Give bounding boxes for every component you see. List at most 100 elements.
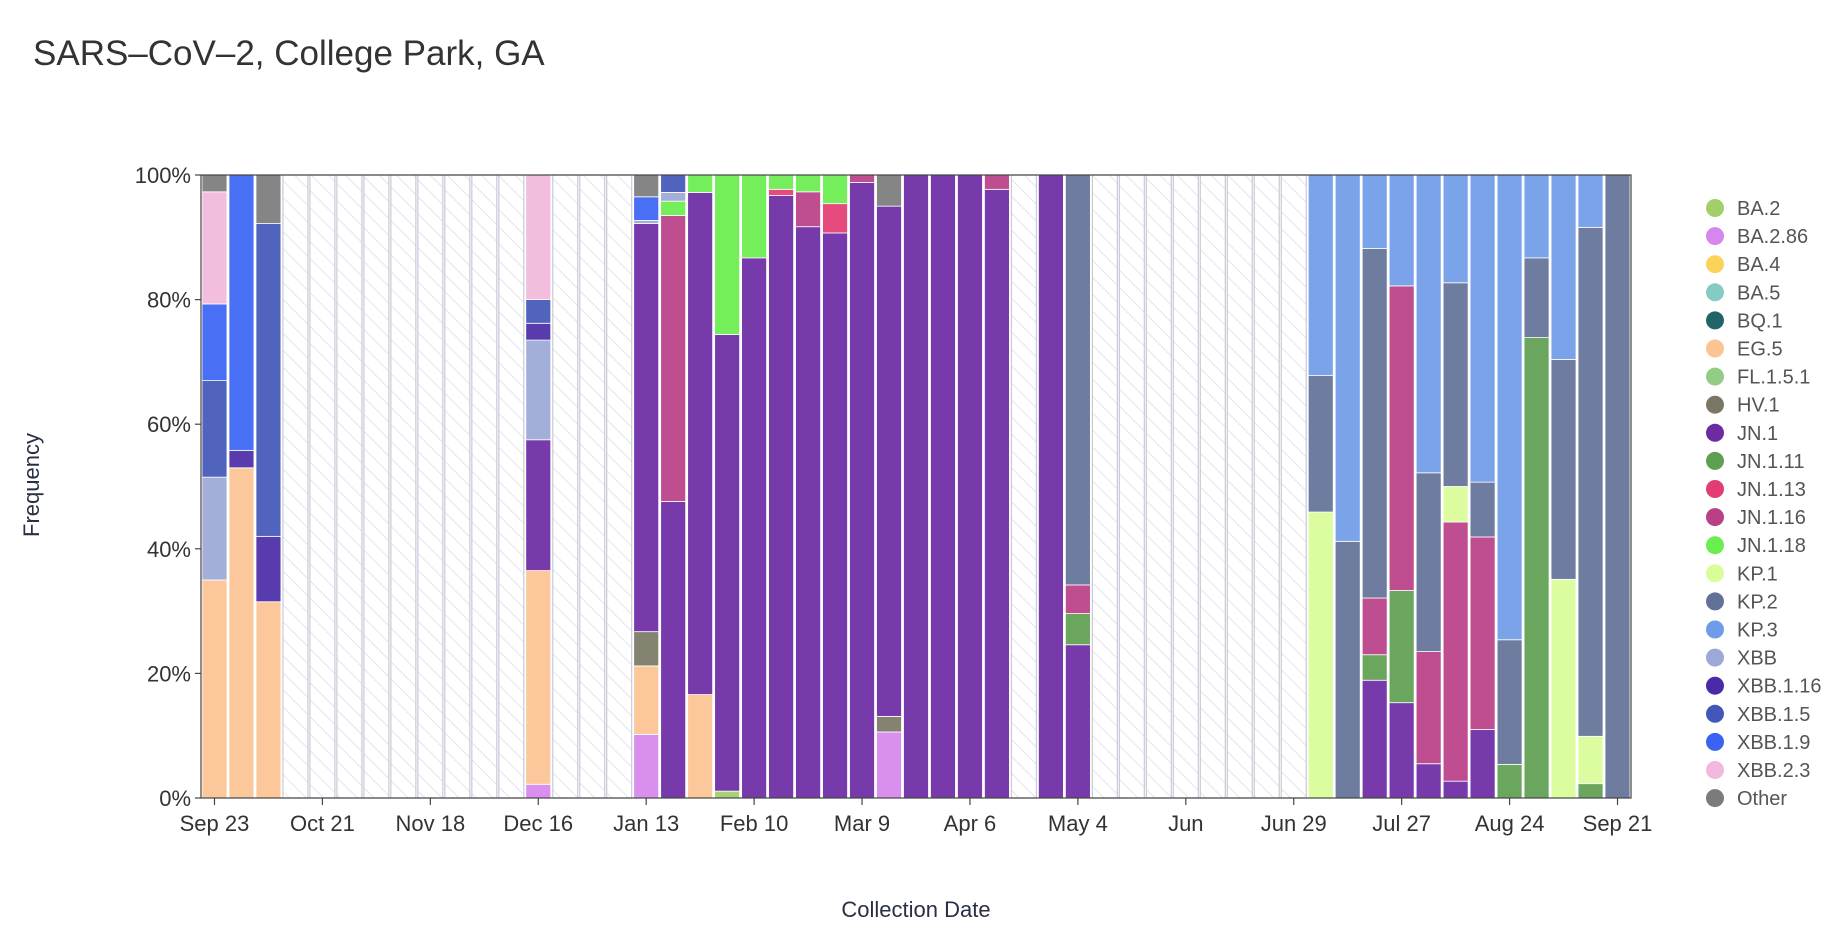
- bar-segment-xbb-1-5: [660, 174, 687, 193]
- bar-segment-kp-1: [1577, 735, 1604, 785]
- bar-segment-kp-3: [1388, 174, 1415, 287]
- x-tick-label: Dec 16: [503, 811, 573, 836]
- legend-item: XBB.1.16: [1706, 676, 1822, 698]
- legend-label: JN.1.11: [1737, 451, 1804, 473]
- chart-title: SARS–CoV–2, College Park, GA: [33, 34, 545, 73]
- empty-week-column: [552, 174, 579, 799]
- bar-week-2: [255, 174, 282, 799]
- bar-week-32: [1064, 174, 1091, 799]
- x-tick-label: May 4: [1048, 811, 1108, 836]
- legend-item: JN.1: [1706, 423, 1778, 445]
- bar-segment-jn-1: [1469, 729, 1496, 799]
- legend-label: XBB.1.16: [1737, 676, 1822, 698]
- bar-segment-jn-1-13: [822, 203, 848, 234]
- y-tick-label: 100%: [135, 163, 191, 188]
- bar-segment-xbb-1-16: [525, 322, 552, 341]
- x-tick-label: Apr 6: [944, 811, 997, 836]
- bar-segment-jn-1-13: [768, 188, 794, 196]
- bar-week-23: [822, 174, 848, 799]
- legend-item: EG.5: [1706, 339, 1783, 361]
- bar-segment-jn-1: [903, 174, 929, 799]
- legend-swatch: [1706, 311, 1724, 330]
- bar-segment-xbb-2-3: [201, 191, 228, 305]
- bar-week-43: [1361, 174, 1388, 799]
- x-tick-label: Nov 18: [395, 811, 465, 836]
- y-tick-label: 40%: [147, 537, 191, 562]
- legend-swatch: [1706, 508, 1724, 527]
- empty-week-column: [1280, 174, 1307, 799]
- legend-label: JN.1.16: [1737, 507, 1806, 529]
- bar-segment-xbb-1-5: [201, 380, 228, 478]
- bar-segment-jn-1: [876, 205, 902, 717]
- bar-week-50: [1550, 174, 1577, 799]
- bar-segment-jn-1-16: [1388, 285, 1415, 591]
- bar-segment-eg-5: [525, 570, 552, 785]
- legend-label: BA.5: [1737, 282, 1780, 304]
- bar-segment-jn-1: [795, 226, 821, 799]
- bar-week-52: [1604, 174, 1631, 799]
- legend-swatch: [1706, 339, 1724, 358]
- bar-segment-kp-3: [1415, 174, 1442, 474]
- bar-segment-ba-2-86: [525, 783, 552, 799]
- legend-swatch: [1706, 283, 1724, 302]
- bar-week-49: [1523, 174, 1550, 799]
- legend-label: JN.1.13: [1737, 479, 1806, 501]
- legend-label: BA.2.86: [1737, 226, 1808, 248]
- bar-week-31: [1038, 174, 1064, 799]
- bar-segment-jn-1: [1415, 763, 1442, 799]
- bar-week-16: [633, 174, 660, 799]
- legend-swatch: [1706, 789, 1724, 808]
- legend-item: BQ.1: [1706, 310, 1783, 332]
- legend-label: HV.1: [1737, 395, 1780, 417]
- bar-segment-kp-2: [1604, 174, 1631, 799]
- empty-week-column: [309, 174, 336, 799]
- bar-segment-kp-3: [1577, 174, 1604, 228]
- bar-segment-jn-1-16: [795, 191, 821, 228]
- bar-segment-jn-1: [687, 192, 714, 695]
- bar-segment-kp-3: [1550, 174, 1577, 360]
- legend-item: JN.1.16: [1706, 507, 1806, 529]
- empty-week-column: [1172, 174, 1199, 799]
- bar-segment-jn-1: [714, 334, 741, 792]
- empty-week-column: [471, 174, 498, 799]
- legend-swatch: [1706, 227, 1724, 246]
- x-tick-label: Sep 21: [1583, 811, 1653, 836]
- legend-swatch: [1706, 761, 1724, 779]
- bar-segment-jn-1-18: [795, 174, 821, 193]
- legend-item: XBB: [1706, 648, 1777, 670]
- bar-segment-other: [633, 174, 660, 198]
- bar-segment-kp-2: [1307, 375, 1334, 513]
- bar-segment-kp-2: [1496, 639, 1523, 765]
- bar-segment-kp-2: [1550, 359, 1577, 580]
- bar-segment-jn-1: [768, 195, 794, 799]
- x-tick-label: Jun: [1168, 811, 1203, 836]
- bar-segment-eg-5: [255, 601, 282, 799]
- legend-item: KP.2: [1706, 591, 1778, 613]
- bar-segment-jn-1-16: [849, 174, 875, 183]
- bar-week-51: [1577, 174, 1604, 799]
- bar-week-27: [930, 174, 956, 799]
- x-tick-label: Jan 13: [613, 811, 679, 836]
- legend-label: EG.5: [1737, 339, 1783, 361]
- legend-item: BA.5: [1706, 282, 1780, 304]
- legend-swatch: [1706, 480, 1724, 498]
- legend-item: Other: [1706, 788, 1787, 810]
- legend-swatch: [1706, 395, 1724, 414]
- empty-week-column: [336, 174, 363, 799]
- empty-week-column: [1091, 174, 1118, 799]
- bar-segment-kp-2: [1415, 472, 1442, 652]
- bar-segment-ba-2: [714, 790, 741, 799]
- bar-segment-kp-3: [1442, 174, 1469, 284]
- empty-week-column: [1118, 174, 1145, 799]
- bar-segment-kp-2: [1577, 226, 1604, 737]
- bar-segment-jn-1-18: [660, 200, 687, 216]
- bar-segment-xbb-2-3: [525, 174, 552, 300]
- legend-swatch: [1706, 676, 1724, 695]
- bar-week-45: [1415, 174, 1442, 799]
- bar-segment-kp-3: [1307, 174, 1334, 377]
- bar-segment-xbb-1-5: [525, 299, 552, 324]
- bar-segment-ba-2-86: [876, 731, 902, 799]
- bar-week-24: [849, 174, 875, 799]
- empty-week-column: [1253, 174, 1280, 799]
- empty-week-column: [390, 174, 417, 799]
